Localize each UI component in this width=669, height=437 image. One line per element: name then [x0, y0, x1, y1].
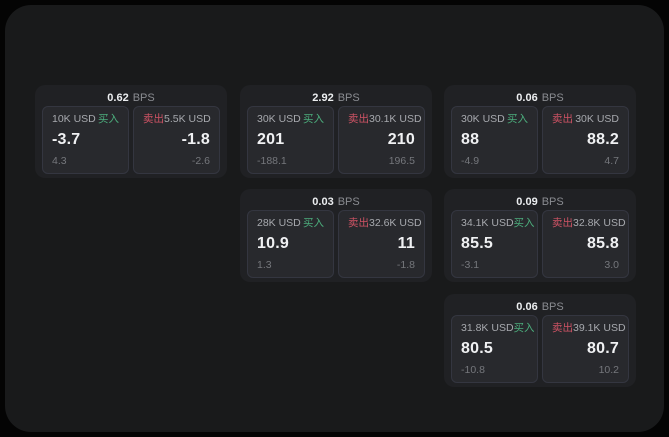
- sell-amount: 32.6K USD: [369, 217, 422, 229]
- sell-label: 卖出: [348, 113, 369, 125]
- sell-amount: 32.8K USD: [573, 217, 626, 229]
- sell-tile[interactable]: 卖出 30K USD 88.2 4.7: [542, 106, 629, 174]
- card-header: 2.92 BPS: [240, 85, 432, 106]
- card-body: 30K USD 买入 201 -188.1 卖出 30.1K USD 210 1…: [240, 106, 432, 174]
- sell-price: 85.8: [587, 235, 619, 252]
- card-header: 0.06 BPS: [444, 85, 636, 106]
- sell-price: 210: [387, 131, 415, 148]
- card-header: 0.09 BPS: [444, 189, 636, 210]
- buy-label: 买入: [98, 113, 119, 125]
- sell-tile[interactable]: 卖出 5.5K USD -1.8 -2.6: [133, 106, 220, 174]
- quote-card: 0.06 BPS 31.8K USD 买入 80.5 -10.8 卖出 39.1…: [444, 294, 636, 387]
- sell-tile[interactable]: 卖出 30.1K USD 210 196.5: [338, 106, 425, 174]
- sell-change: 10.2: [598, 364, 619, 376]
- buy-label: 买入: [513, 217, 535, 229]
- buy-change: -188.1: [257, 155, 287, 167]
- sell-price: -1.8: [181, 131, 210, 148]
- sell-label: 卖出: [552, 217, 573, 229]
- spread-value: 0.06: [516, 91, 538, 104]
- buy-label: 买入: [303, 113, 324, 125]
- buy-amount: 31.8K USD: [461, 322, 514, 334]
- spread-unit: BPS: [132, 91, 155, 104]
- buy-tile[interactable]: 30K USD 买入 88 -4.9: [451, 106, 538, 174]
- sell-price: 80.7: [587, 340, 619, 357]
- sell-price: 11: [397, 235, 415, 252]
- buy-tile[interactable]: 31.8K USD 买入 80.5 -10.8: [451, 315, 538, 383]
- buy-label: 买入: [507, 113, 528, 125]
- sell-label: 卖出: [552, 322, 573, 334]
- sell-price: 88.2: [587, 131, 619, 148]
- buy-price: 201: [257, 131, 285, 148]
- sell-amount: 30K USD: [575, 113, 619, 125]
- quote-card: 0.03 BPS 28K USD 买入 10.9 1.3 卖出 32.6K US…: [240, 189, 432, 282]
- quote-card: 0.09 BPS 34.1K USD 买入 85.5 -3.1 卖出 32.8K…: [444, 189, 636, 282]
- sell-amount: 30.1K USD: [369, 113, 422, 125]
- sell-amount: 39.1K USD: [573, 322, 626, 334]
- buy-price: 88: [461, 131, 480, 148]
- buy-change: 1.3: [257, 259, 272, 271]
- card-header: 0.03 BPS: [240, 189, 432, 210]
- buy-price: 80.5: [461, 340, 493, 357]
- spread-unit: BPS: [541, 91, 564, 104]
- sell-tile[interactable]: 卖出 32.6K USD 11 -1.8: [338, 210, 425, 278]
- buy-amount: 34.1K USD: [461, 217, 514, 229]
- spread-value: 0.03: [312, 195, 334, 208]
- sell-change: 196.5: [388, 155, 415, 167]
- buy-amount: 30K USD: [257, 113, 301, 125]
- spread-value: 2.92: [312, 91, 334, 104]
- buy-price: 85.5: [461, 235, 493, 252]
- card-body: 34.1K USD 买入 85.5 -3.1 卖出 32.8K USD 85.8…: [444, 210, 636, 278]
- spread-value: 0.06: [516, 300, 538, 313]
- sell-change: 4.7: [604, 155, 619, 167]
- buy-change: 4.3: [52, 155, 67, 167]
- sell-tile[interactable]: 卖出 39.1K USD 80.7 10.2: [542, 315, 629, 383]
- sell-tile[interactable]: 卖出 32.8K USD 85.8 3.0: [542, 210, 629, 278]
- buy-change: -10.8: [461, 364, 485, 376]
- card-body: 31.8K USD 买入 80.5 -10.8 卖出 39.1K USD 80.…: [444, 315, 636, 383]
- sell-change: 3.0: [604, 259, 619, 271]
- buy-amount: 30K USD: [461, 113, 505, 125]
- sell-label: 卖出: [143, 113, 164, 125]
- sell-label: 卖出: [552, 113, 573, 125]
- card-body: 28K USD 买入 10.9 1.3 卖出 32.6K USD 11 -1.8: [240, 210, 432, 278]
- spread-unit: BPS: [541, 300, 564, 313]
- sell-change: -1.8: [396, 259, 415, 271]
- quote-card: 2.92 BPS 30K USD 买入 201 -188.1 卖出 30.1K …: [240, 85, 432, 178]
- card-header: 0.06 BPS: [444, 294, 636, 315]
- buy-tile[interactable]: 34.1K USD 买入 85.5 -3.1: [451, 210, 538, 278]
- buy-label: 买入: [513, 322, 535, 334]
- sell-change: -2.6: [191, 155, 210, 167]
- card-body: 30K USD 买入 88 -4.9 卖出 30K USD 88.2 4.7: [444, 106, 636, 174]
- buy-change: -3.1: [461, 259, 480, 271]
- quote-card: 0.06 BPS 30K USD 买入 88 -4.9 卖出 30K USD 8…: [444, 85, 636, 178]
- buy-amount: 10K USD: [52, 113, 96, 125]
- spread-unit: BPS: [337, 91, 360, 104]
- spread-unit: BPS: [541, 195, 564, 208]
- buy-amount: 28K USD: [257, 217, 301, 229]
- spread-value: 0.09: [516, 195, 538, 208]
- spread-value: 0.62: [107, 91, 129, 104]
- spread-unit: BPS: [337, 195, 360, 208]
- buy-price: -3.7: [52, 131, 81, 148]
- card-header: 0.62 BPS: [35, 85, 227, 106]
- buy-change: -4.9: [461, 155, 480, 167]
- card-body: 10K USD 买入 -3.7 4.3 卖出 5.5K USD -1.8 -2.…: [35, 106, 227, 174]
- buy-tile[interactable]: 10K USD 买入 -3.7 4.3: [42, 106, 129, 174]
- sell-amount: 5.5K USD: [164, 113, 211, 125]
- buy-tile[interactable]: 28K USD 买入 10.9 1.3: [247, 210, 334, 278]
- app-panel: 0.62 BPS 10K USD 买入 -3.7 4.3 卖出 5.5K USD…: [5, 5, 664, 432]
- quote-card: 0.62 BPS 10K USD 买入 -3.7 4.3 卖出 5.5K USD…: [35, 85, 227, 178]
- sell-label: 卖出: [348, 217, 369, 229]
- buy-price: 10.9: [257, 235, 289, 252]
- buy-label: 买入: [303, 217, 324, 229]
- buy-tile[interactable]: 30K USD 买入 201 -188.1: [247, 106, 334, 174]
